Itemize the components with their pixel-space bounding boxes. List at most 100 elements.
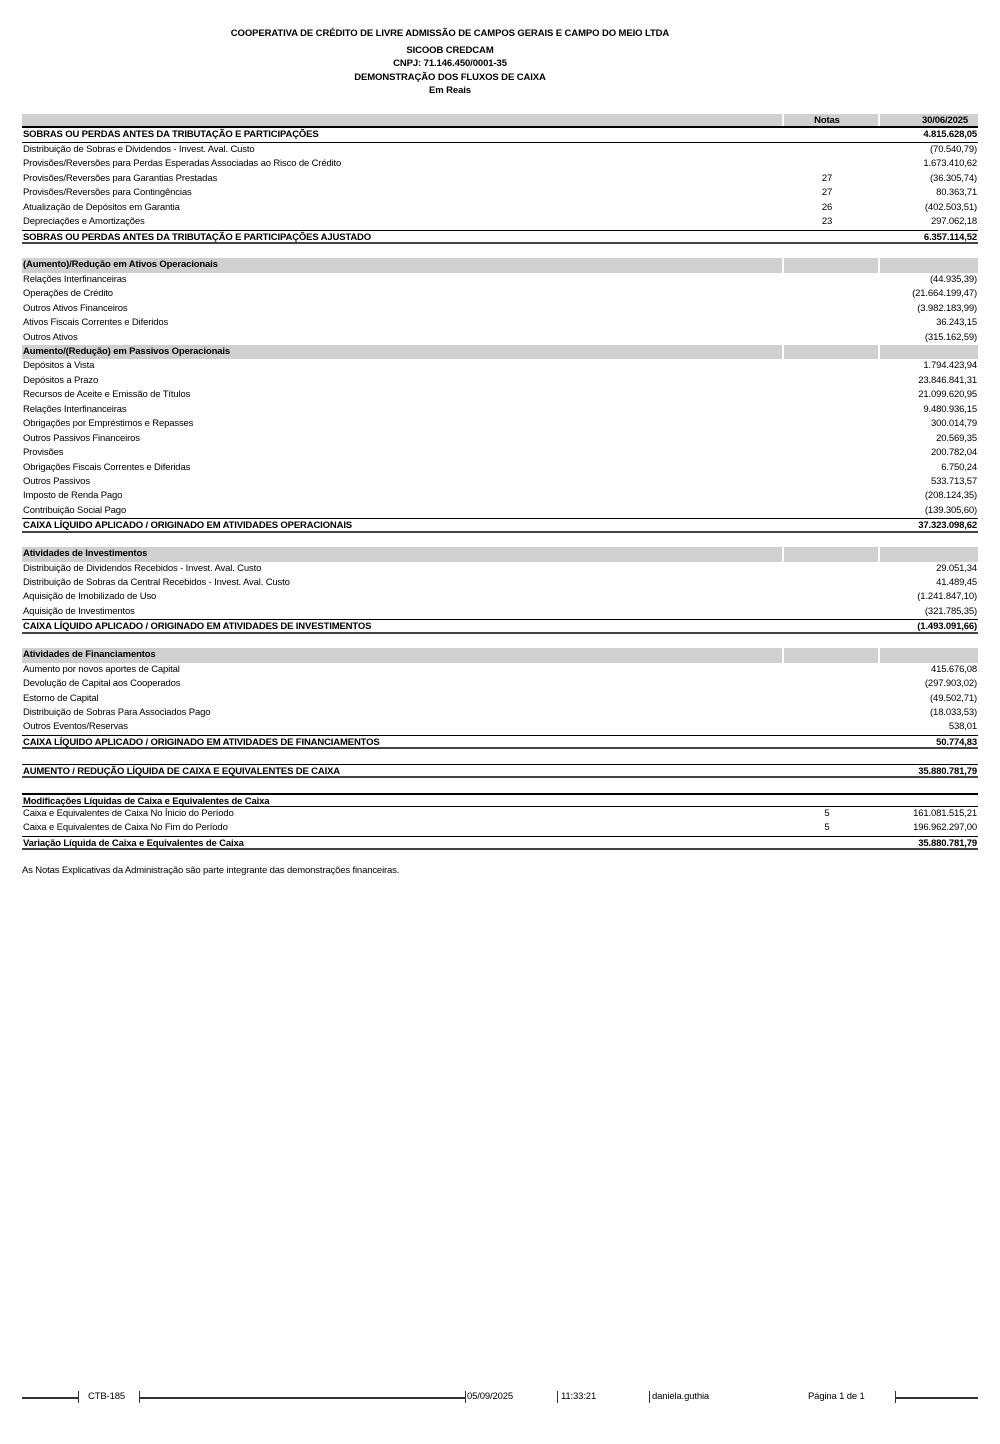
row-label: SOBRAS OU PERDAS ANTES DA TRIBUTAÇÃO E P… — [23, 231, 372, 243]
row-value: 36.243,15 — [936, 317, 977, 329]
row-value: (1.241.847,10) — [917, 591, 977, 603]
row-value: 23.846.841,31 — [918, 374, 977, 386]
row-label: CAIXA LÍQUIDO APLICADO / ORIGINADO EM AT… — [23, 621, 372, 633]
table-row: Obrigações por Empréstimos e Repasses 300… — [22, 417, 978, 431]
row-note-ref: 26 — [821, 201, 833, 213]
table-row: Devolução de Capital aos Cooperados (297.… — [22, 677, 978, 691]
table-row: Outros Passivos Financeiros 20.569,35 — [22, 432, 978, 446]
total-row: Variação Líquida de Caixa e Equivalentes… — [22, 835, 978, 851]
row-label: Operações de Crédito — [23, 288, 113, 300]
print-date: 05/09/2025 — [467, 1391, 514, 1402]
row-label: Distribuição de Sobras da Central Recebi… — [23, 577, 290, 588]
row-label: Contribuição Social Pago — [23, 504, 127, 516]
table-row: Relações Interfinanceiras (44.935,39) — [22, 273, 978, 287]
row-label: Imposto de Renda Pago — [23, 490, 123, 502]
table-row: Depósitos a Prazo 23.846.841,31 — [22, 374, 978, 388]
row-label: Modificações Líquidas de Caixa e Equival… — [23, 795, 270, 807]
table-row: Contribuição Social Pago (139.305,60) — [22, 504, 978, 518]
spacer-row — [22, 749, 978, 763]
row-value: 80.363,71 — [936, 187, 977, 199]
row-label: Aumento/(Redução) em Passivos Operaciona… — [23, 346, 230, 357]
row-label: Depósitos à Vista — [23, 360, 95, 372]
table-row: Caixa e Equivalentes de Caixa No Fim do … — [22, 821, 978, 835]
table-row: Outros Ativos (315.162,59) — [22, 331, 978, 345]
row-value: (21.664.199,47) — [912, 288, 977, 300]
row-label: Caixa e Equivalentes de Caixa No Fim do … — [23, 822, 228, 834]
row-value: 37.323.098,62 — [918, 520, 977, 532]
row-value: (208.124,35) — [924, 490, 977, 502]
column-header-date: 30/06/2025 — [921, 115, 968, 126]
row-value: 9.480.936,15 — [923, 403, 977, 415]
row-label: Recursos de Aceite e Emissão de Títulos — [23, 389, 191, 401]
row-label: Outros Ativos Financeiros — [23, 302, 128, 314]
table-row: Distribuição de Sobras e Dividendos - In… — [22, 143, 978, 157]
section-header-row: (Aumento)/Redução em Ativos Operacionais — [22, 258, 978, 274]
row-value: 415.676,08 — [930, 663, 977, 675]
print-time: 11:33:21 — [561, 1391, 597, 1402]
table-row: Aquisição de Imobilizado de Uso (1.241.84… — [22, 590, 978, 604]
row-value: (18.033,53) — [930, 706, 977, 718]
row-value: (297.903,02) — [924, 678, 977, 690]
table-row: Recursos de Aceite e Emissão de Títulos 2… — [22, 388, 978, 402]
table-row: Provisões/Reversões para Contingências 27… — [22, 186, 978, 200]
page-number: Página 1 de 1 — [808, 1391, 865, 1402]
table-row: Atualização de Depósitos em Garantia 26 (4… — [22, 201, 978, 215]
row-value: 20.569,35 — [936, 432, 977, 444]
row-value: 4.815.628,05 — [923, 129, 977, 141]
table-row: Provisões 200.782,04 — [22, 446, 978, 460]
row-value: 300.014,79 — [930, 418, 977, 430]
table-row: Distribuição de Sobras Para Associados P… — [22, 706, 978, 720]
table-row: Outros Passivos 533.713,57 — [22, 475, 978, 489]
row-value: (44.935,39) — [930, 273, 977, 285]
row-label: CAIXA LÍQUIDO APLICADO / ORIGINADO EM AT… — [23, 736, 380, 748]
footnote: As Notas Explicativas da Administração s… — [22, 865, 400, 876]
row-note-ref: 27 — [821, 187, 833, 199]
row-label: Provisões/Reversões para Garantias Prest… — [23, 172, 218, 184]
row-value: (70.540,79) — [930, 143, 977, 155]
row-value: (402.503,51) — [924, 201, 977, 213]
row-value: 50.774,83 — [936, 736, 977, 748]
spacer-row — [22, 634, 978, 648]
table-row: Provisões/Reversões para Perdas Esperada… — [22, 157, 978, 171]
row-label: Relações Interfinanceiras — [23, 403, 127, 415]
table-row: Aquisição de Investimentos (321.785,35) — [22, 605, 978, 619]
user-name: daniela.guthia — [652, 1391, 710, 1402]
table-row: Ativos Fiscais Correntes e Diferidos 36.2… — [22, 316, 978, 330]
section-header-row: Atividades de Investimentos — [22, 547, 978, 563]
row-value: 533.713,57 — [930, 475, 977, 487]
row-label: Outros Ativos — [23, 331, 78, 343]
row-label: Caixa e Equivalentes de Caixa No Ínicio … — [23, 808, 234, 819]
row-label: Outros Passivos — [23, 475, 90, 487]
row-value: 6.357.114,52 — [923, 231, 977, 243]
table-row: Distribuição de Sobras da Central Recebi… — [22, 576, 978, 590]
row-label: Atualização de Depósitos em Garantia — [23, 201, 180, 213]
cash-flow-table: Notas 30/06/2025 SOBRAS OU PERDAS ANTES … — [22, 114, 978, 851]
row-label: Distribuição de Dividendos Recebidos - I… — [23, 562, 262, 574]
row-value: (1.493.091,66) — [917, 621, 977, 633]
row-label: Outros Eventos/Reservas — [23, 721, 128, 733]
table-row: Outros Eventos/Reservas 538,01 — [22, 720, 978, 734]
row-value: (3.982.183,99) — [917, 302, 977, 314]
row-value: (139.305,60) — [924, 504, 977, 516]
company-name: COOPERATIVA DE CRÉDITO DE LIVRE ADMISSÃO… — [230, 28, 670, 39]
subsection-header-row: Modificações Líquidas de Caixa e Equival… — [22, 792, 978, 807]
footer-rule — [895, 1397, 978, 1399]
footer-separator — [649, 1391, 650, 1403]
opening-row: SOBRAS OU PERDAS ANTES DA TRIBUTAÇÃO E P… — [22, 128, 978, 143]
spacer-row — [22, 533, 978, 547]
row-value: 161.081.515,21 — [913, 808, 977, 819]
row-value: (49.502,71) — [930, 692, 977, 704]
footer-separator — [465, 1391, 466, 1403]
row-value: (321.785,35) — [924, 605, 977, 617]
table-row: Relações Interfinanceiras 9.480.936,15 — [22, 403, 978, 417]
row-label: Outros Passivos Financeiros — [23, 432, 140, 444]
row-value: 1.673.410,62 — [923, 158, 977, 170]
footer-rule — [22, 1397, 78, 1399]
row-note-ref: 5 — [824, 808, 830, 819]
row-label: Depreciações e Amortizações — [23, 216, 145, 228]
currency-unit: Em Reais — [429, 85, 471, 96]
total-row: CAIXA LÍQUIDO APLICADO / ORIGINADO EM AT… — [22, 518, 978, 533]
row-label: Provisões/Reversões para Contingências — [23, 187, 192, 199]
row-label: Provisões — [23, 447, 64, 459]
row-value: 6.750,24 — [941, 461, 977, 473]
